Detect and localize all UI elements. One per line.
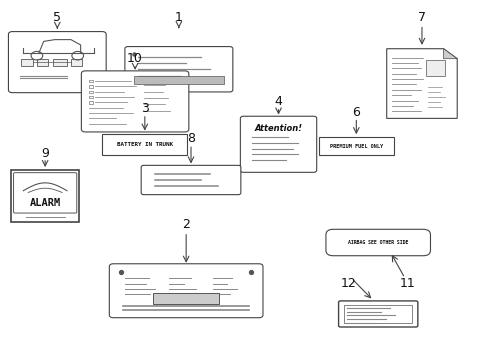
FancyBboxPatch shape [338, 301, 417, 327]
Text: PREMIUM FUEL ONLY: PREMIUM FUEL ONLY [329, 144, 382, 149]
Text: ALARM: ALARM [29, 198, 61, 207]
FancyBboxPatch shape [141, 165, 241, 195]
Bar [344, 305, 411, 323]
FancyBboxPatch shape [109, 264, 263, 318]
Text: 10: 10 [127, 52, 143, 65]
Text: AIRBAG SEE OTHER SIDE: AIRBAG SEE OTHER SIDE [347, 240, 407, 245]
FancyBboxPatch shape [240, 116, 316, 172]
Text: 1: 1 [175, 11, 183, 24]
Bar [425, 60, 445, 76]
Bar [89, 96, 92, 98]
FancyBboxPatch shape [81, 71, 188, 132]
Text: 9: 9 [41, 147, 49, 160]
Bar [89, 90, 92, 93]
Bar [102, 134, 187, 155]
Text: Attention!: Attention! [254, 124, 302, 133]
Bar [133, 76, 224, 85]
Text: 2: 2 [182, 218, 190, 231]
Bar [71, 59, 82, 66]
Text: 4: 4 [274, 95, 282, 108]
Bar [153, 293, 219, 304]
Text: 11: 11 [399, 277, 414, 290]
Bar [318, 138, 393, 155]
Text: 12: 12 [341, 277, 356, 290]
Text: 5: 5 [53, 11, 61, 24]
FancyBboxPatch shape [124, 46, 232, 92]
Polygon shape [386, 49, 456, 118]
FancyBboxPatch shape [8, 32, 106, 93]
Bar [89, 85, 92, 87]
Bar [89, 101, 92, 104]
Polygon shape [443, 49, 456, 59]
Bar [11, 170, 79, 222]
Bar [37, 59, 48, 66]
FancyBboxPatch shape [14, 173, 77, 213]
Bar [89, 80, 92, 82]
Text: BATTERY IN TRUNK: BATTERY IN TRUNK [117, 142, 172, 147]
Bar [21, 59, 33, 66]
Bar [53, 59, 66, 66]
Text: 8: 8 [186, 132, 195, 145]
Text: 7: 7 [417, 11, 425, 24]
Text: 6: 6 [352, 105, 360, 119]
Text: 3: 3 [141, 102, 148, 115]
FancyBboxPatch shape [325, 229, 429, 256]
